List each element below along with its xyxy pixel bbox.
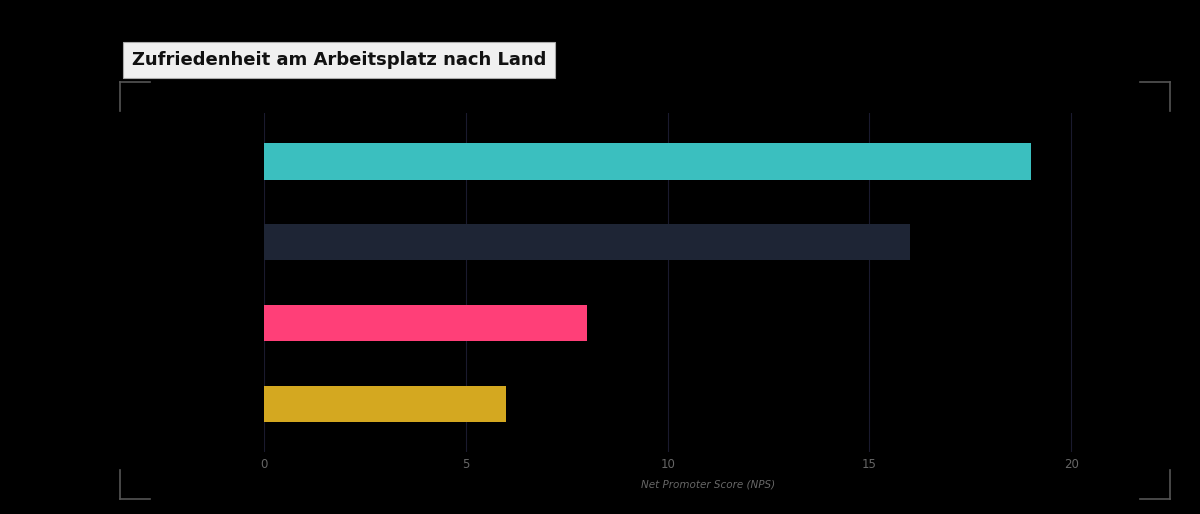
Bar [264,305,587,341]
Bar [264,386,506,422]
Bar [264,143,1031,180]
Bar [264,224,910,261]
X-axis label: Net Promoter Score (NPS): Net Promoter Score (NPS) [641,479,775,489]
Text: Zufriedenheit am Arbeitsplatz nach Land: Zufriedenheit am Arbeitsplatz nach Land [132,51,546,69]
